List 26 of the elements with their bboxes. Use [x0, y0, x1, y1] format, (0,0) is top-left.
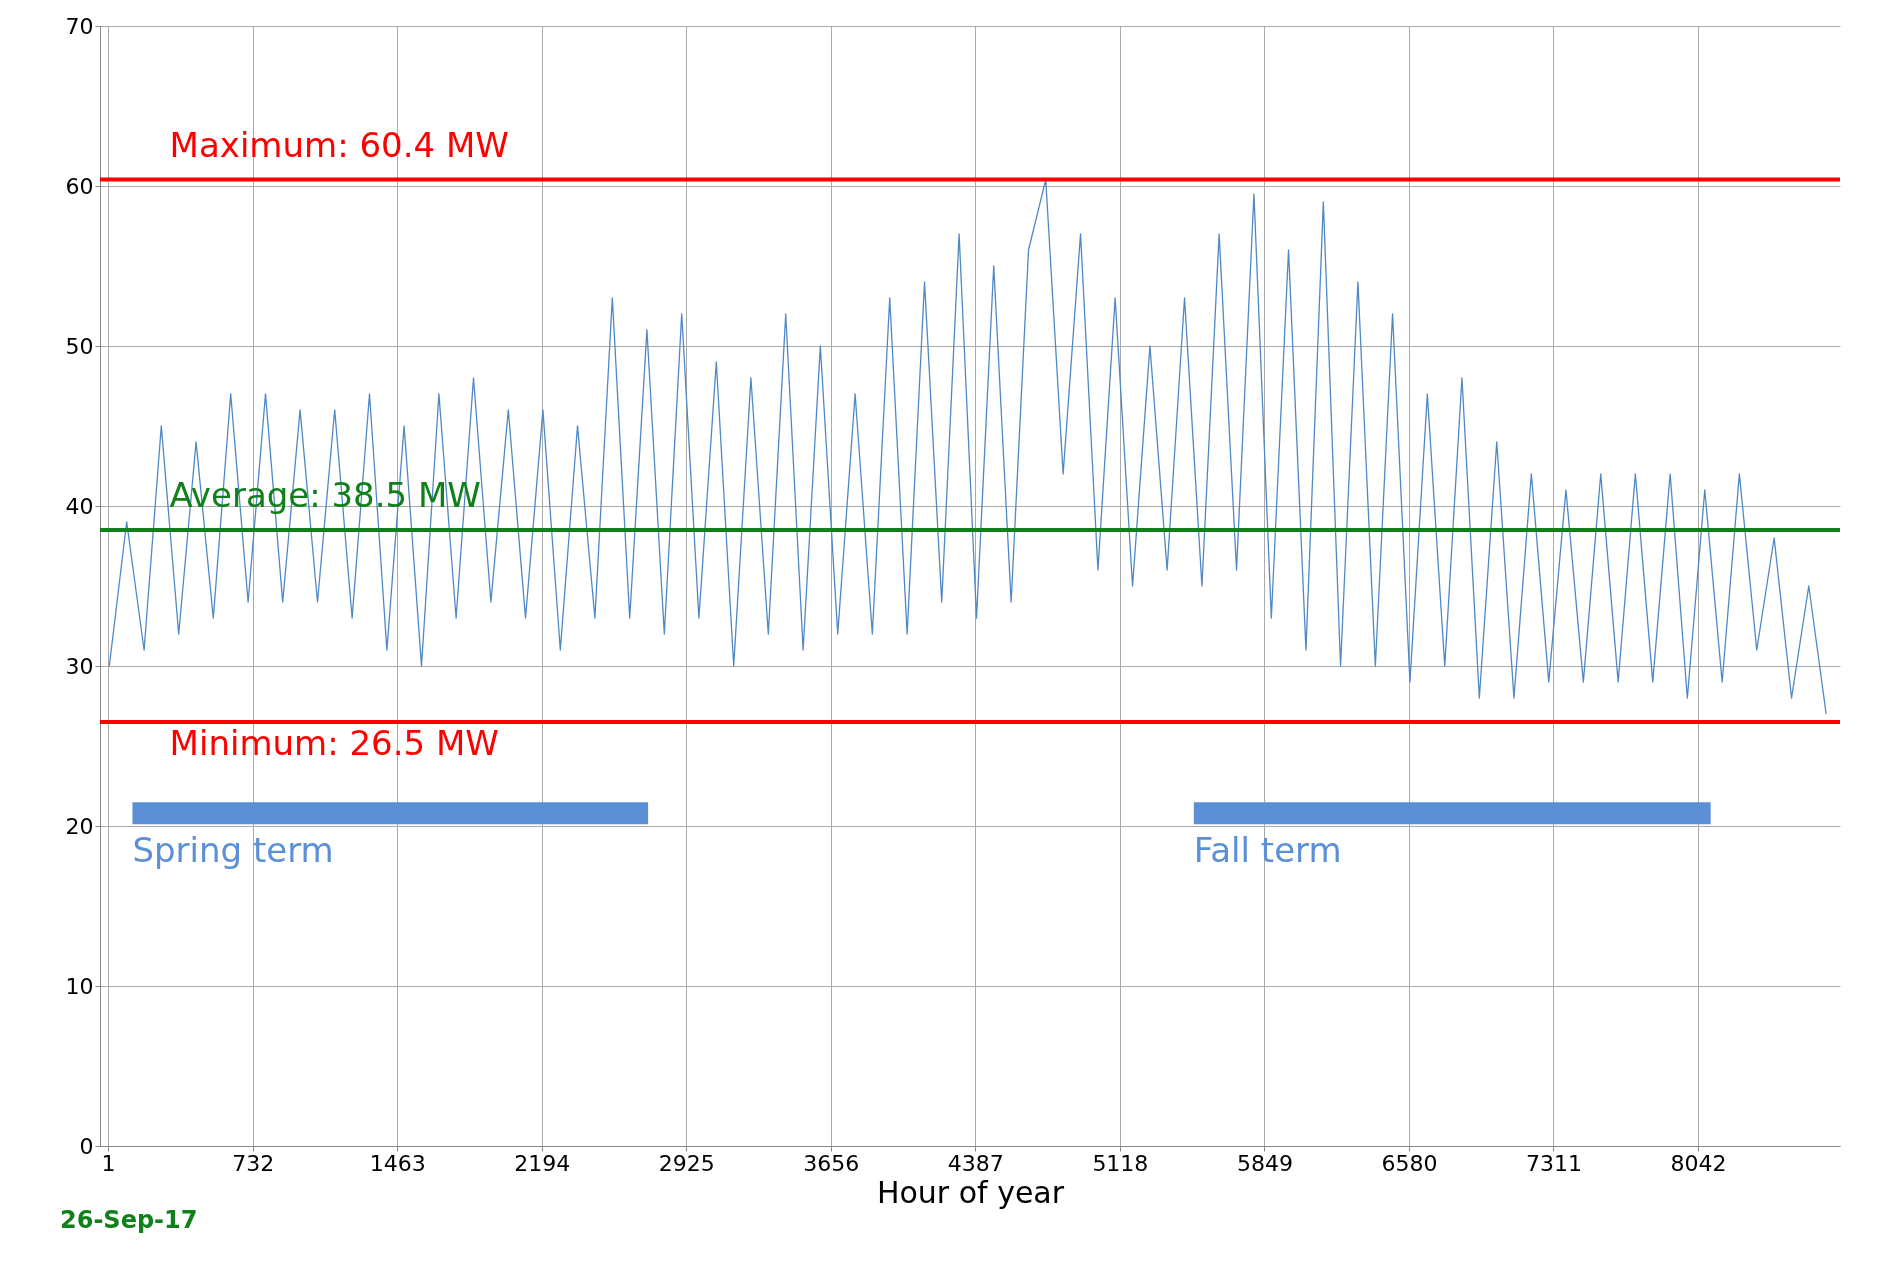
x-tick-label: 8042	[1670, 1150, 1727, 1176]
x-tick-label: 3656	[803, 1150, 860, 1176]
y-tick-label: 20	[65, 813, 94, 839]
x-axis-title: Hour of year	[876, 1174, 1065, 1210]
y-tick-label: 30	[65, 653, 94, 679]
x-tick-label: 1	[101, 1150, 116, 1176]
x-tick-label: 2194	[514, 1150, 571, 1176]
ref-line-label: Minimum: 26.5 MW	[169, 723, 499, 763]
y-tick-label: 0	[79, 1133, 94, 1159]
x-tick-label: 7311	[1525, 1150, 1582, 1176]
x-tick-label: 732	[232, 1150, 275, 1176]
y-tick-label: 60	[65, 173, 94, 199]
x-tick-label: 5849	[1236, 1150, 1293, 1176]
series-label: Spring term	[132, 830, 334, 871]
series-label: Fall term	[1193, 830, 1342, 871]
x-tick-label: 6580	[1381, 1150, 1438, 1176]
y-tick-label: 50	[65, 333, 94, 359]
y-tick-label: 70	[65, 13, 94, 39]
x-tick-label: 1463	[369, 1150, 426, 1176]
x-tick-label: 4387	[947, 1150, 1004, 1176]
ref-line-label: Maximum: 60.4 MW	[169, 124, 509, 165]
x-tick-label: 5118	[1092, 1150, 1149, 1176]
y-tick-label: 40	[65, 493, 94, 519]
y-tick-label: 10	[65, 973, 94, 999]
text: 26-Sep-17	[60, 1206, 198, 1234]
x-tick-label: 2925	[658, 1150, 715, 1176]
